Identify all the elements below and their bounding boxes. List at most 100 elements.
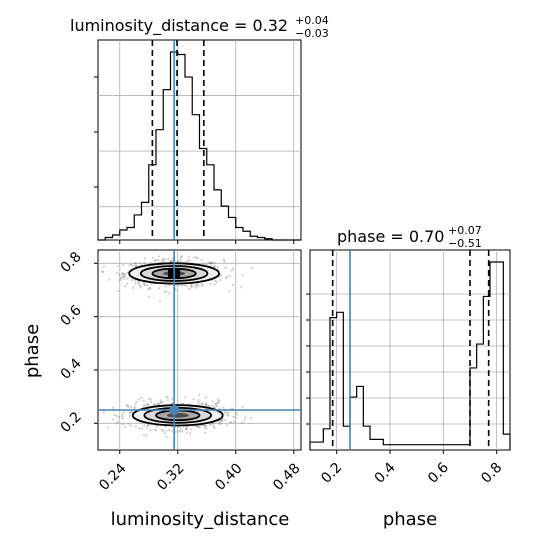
sample-point (155, 403, 158, 406)
sample-point (234, 416, 237, 419)
phase-title-plus: +0.07 (448, 224, 482, 237)
sample-point (231, 283, 235, 287)
sample-point (133, 407, 136, 410)
sample-point (185, 428, 188, 431)
sample-point (200, 402, 204, 405)
sample-point (176, 430, 179, 434)
sample-point (117, 415, 121, 419)
sample-point (183, 284, 186, 287)
sample-point (204, 396, 208, 399)
sample-point (220, 419, 224, 423)
sample-point (166, 398, 169, 402)
sample-point (187, 287, 191, 291)
sample-point (196, 425, 200, 428)
x-tick-label-phase: 0.4 (372, 460, 399, 487)
sample-point (190, 284, 193, 288)
sample-point (205, 404, 208, 407)
luminosity-distance-histogram-step (98, 51, 301, 241)
sample-point (113, 413, 116, 417)
sample-point (219, 273, 222, 277)
x-tick-label-phase: 0.6 (425, 460, 452, 487)
sample-point (211, 404, 214, 407)
sample-point (139, 262, 142, 265)
sample-point (217, 399, 221, 403)
sample-point (163, 432, 167, 435)
sample-point (134, 262, 138, 265)
sample-point (165, 435, 168, 439)
sample-point (121, 271, 124, 275)
sample-point (216, 266, 219, 269)
sample-point (118, 279, 121, 282)
sample-point (210, 261, 213, 265)
x-tick-label-luminosity-distance: 0.24 (96, 460, 129, 493)
sample-point (174, 289, 177, 292)
sample-point (128, 414, 132, 417)
sample-point (197, 425, 201, 429)
panel-luminosity-distance-vs-phase (98, 249, 301, 450)
sample-point (228, 274, 231, 278)
sample-point (133, 406, 136, 409)
sample-point (143, 404, 147, 407)
sample-point (130, 410, 133, 413)
sample-point (133, 262, 137, 265)
sample-point (230, 269, 234, 272)
sample-point (135, 264, 138, 268)
x-axis-label-luminosity-distance: luminosity_distance (111, 509, 290, 530)
sample-point (213, 262, 216, 265)
x-tick-label-phase: 0.2 (318, 460, 345, 487)
sample-point (208, 423, 212, 427)
sample-point (201, 402, 204, 405)
sample-point (126, 271, 129, 274)
sample-point (180, 255, 184, 258)
sample-point (146, 402, 150, 405)
sample-point (152, 402, 156, 406)
sample-point (164, 395, 168, 399)
sample-point (211, 400, 214, 403)
sample-point (225, 276, 228, 279)
sample-point (215, 404, 218, 408)
sample-point (222, 258, 226, 261)
sample-point (149, 401, 153, 404)
sample-point (216, 398, 220, 401)
sample-point (204, 424, 207, 428)
sample-point (197, 284, 200, 288)
sample-point (145, 426, 148, 429)
sample-point (189, 284, 193, 288)
sample-point (185, 260, 188, 264)
sample-point (167, 257, 170, 261)
luminosity-distance-title-plus: +0.04 (295, 14, 329, 27)
sample-point (121, 417, 125, 420)
sample-point (155, 425, 159, 428)
x-tick-label-luminosity-distance: 0.40 (212, 460, 245, 493)
density-contour-1-3 (166, 412, 189, 418)
sample-point (147, 423, 150, 427)
sample-point (159, 398, 162, 402)
sample-point (227, 413, 230, 417)
sample-point (143, 261, 146, 265)
sample-point (225, 423, 229, 427)
sample-point (143, 283, 146, 287)
sample-point (232, 267, 235, 271)
sample-point (185, 426, 188, 429)
sample-point (161, 259, 164, 262)
sample-point (189, 428, 192, 431)
sample-point (211, 423, 215, 426)
sample-point (170, 397, 174, 400)
sample-point (171, 256, 174, 259)
sample-point (181, 429, 184, 433)
sample-point (147, 404, 150, 407)
sample-point (195, 425, 198, 428)
luminosity-distance-title-minus: −0.03 (295, 27, 329, 40)
sample-point (116, 264, 119, 268)
sample-point (231, 407, 234, 410)
sample-point (127, 422, 130, 425)
sample-point (160, 428, 164, 432)
sample-point (139, 284, 142, 288)
x-tick-label-phase: 0.8 (478, 460, 505, 487)
sample-point (126, 404, 130, 407)
sample-point (149, 429, 152, 432)
sample-point (198, 425, 201, 428)
sample-point (229, 420, 232, 424)
sample-point (170, 429, 174, 432)
sample-point (140, 286, 143, 289)
